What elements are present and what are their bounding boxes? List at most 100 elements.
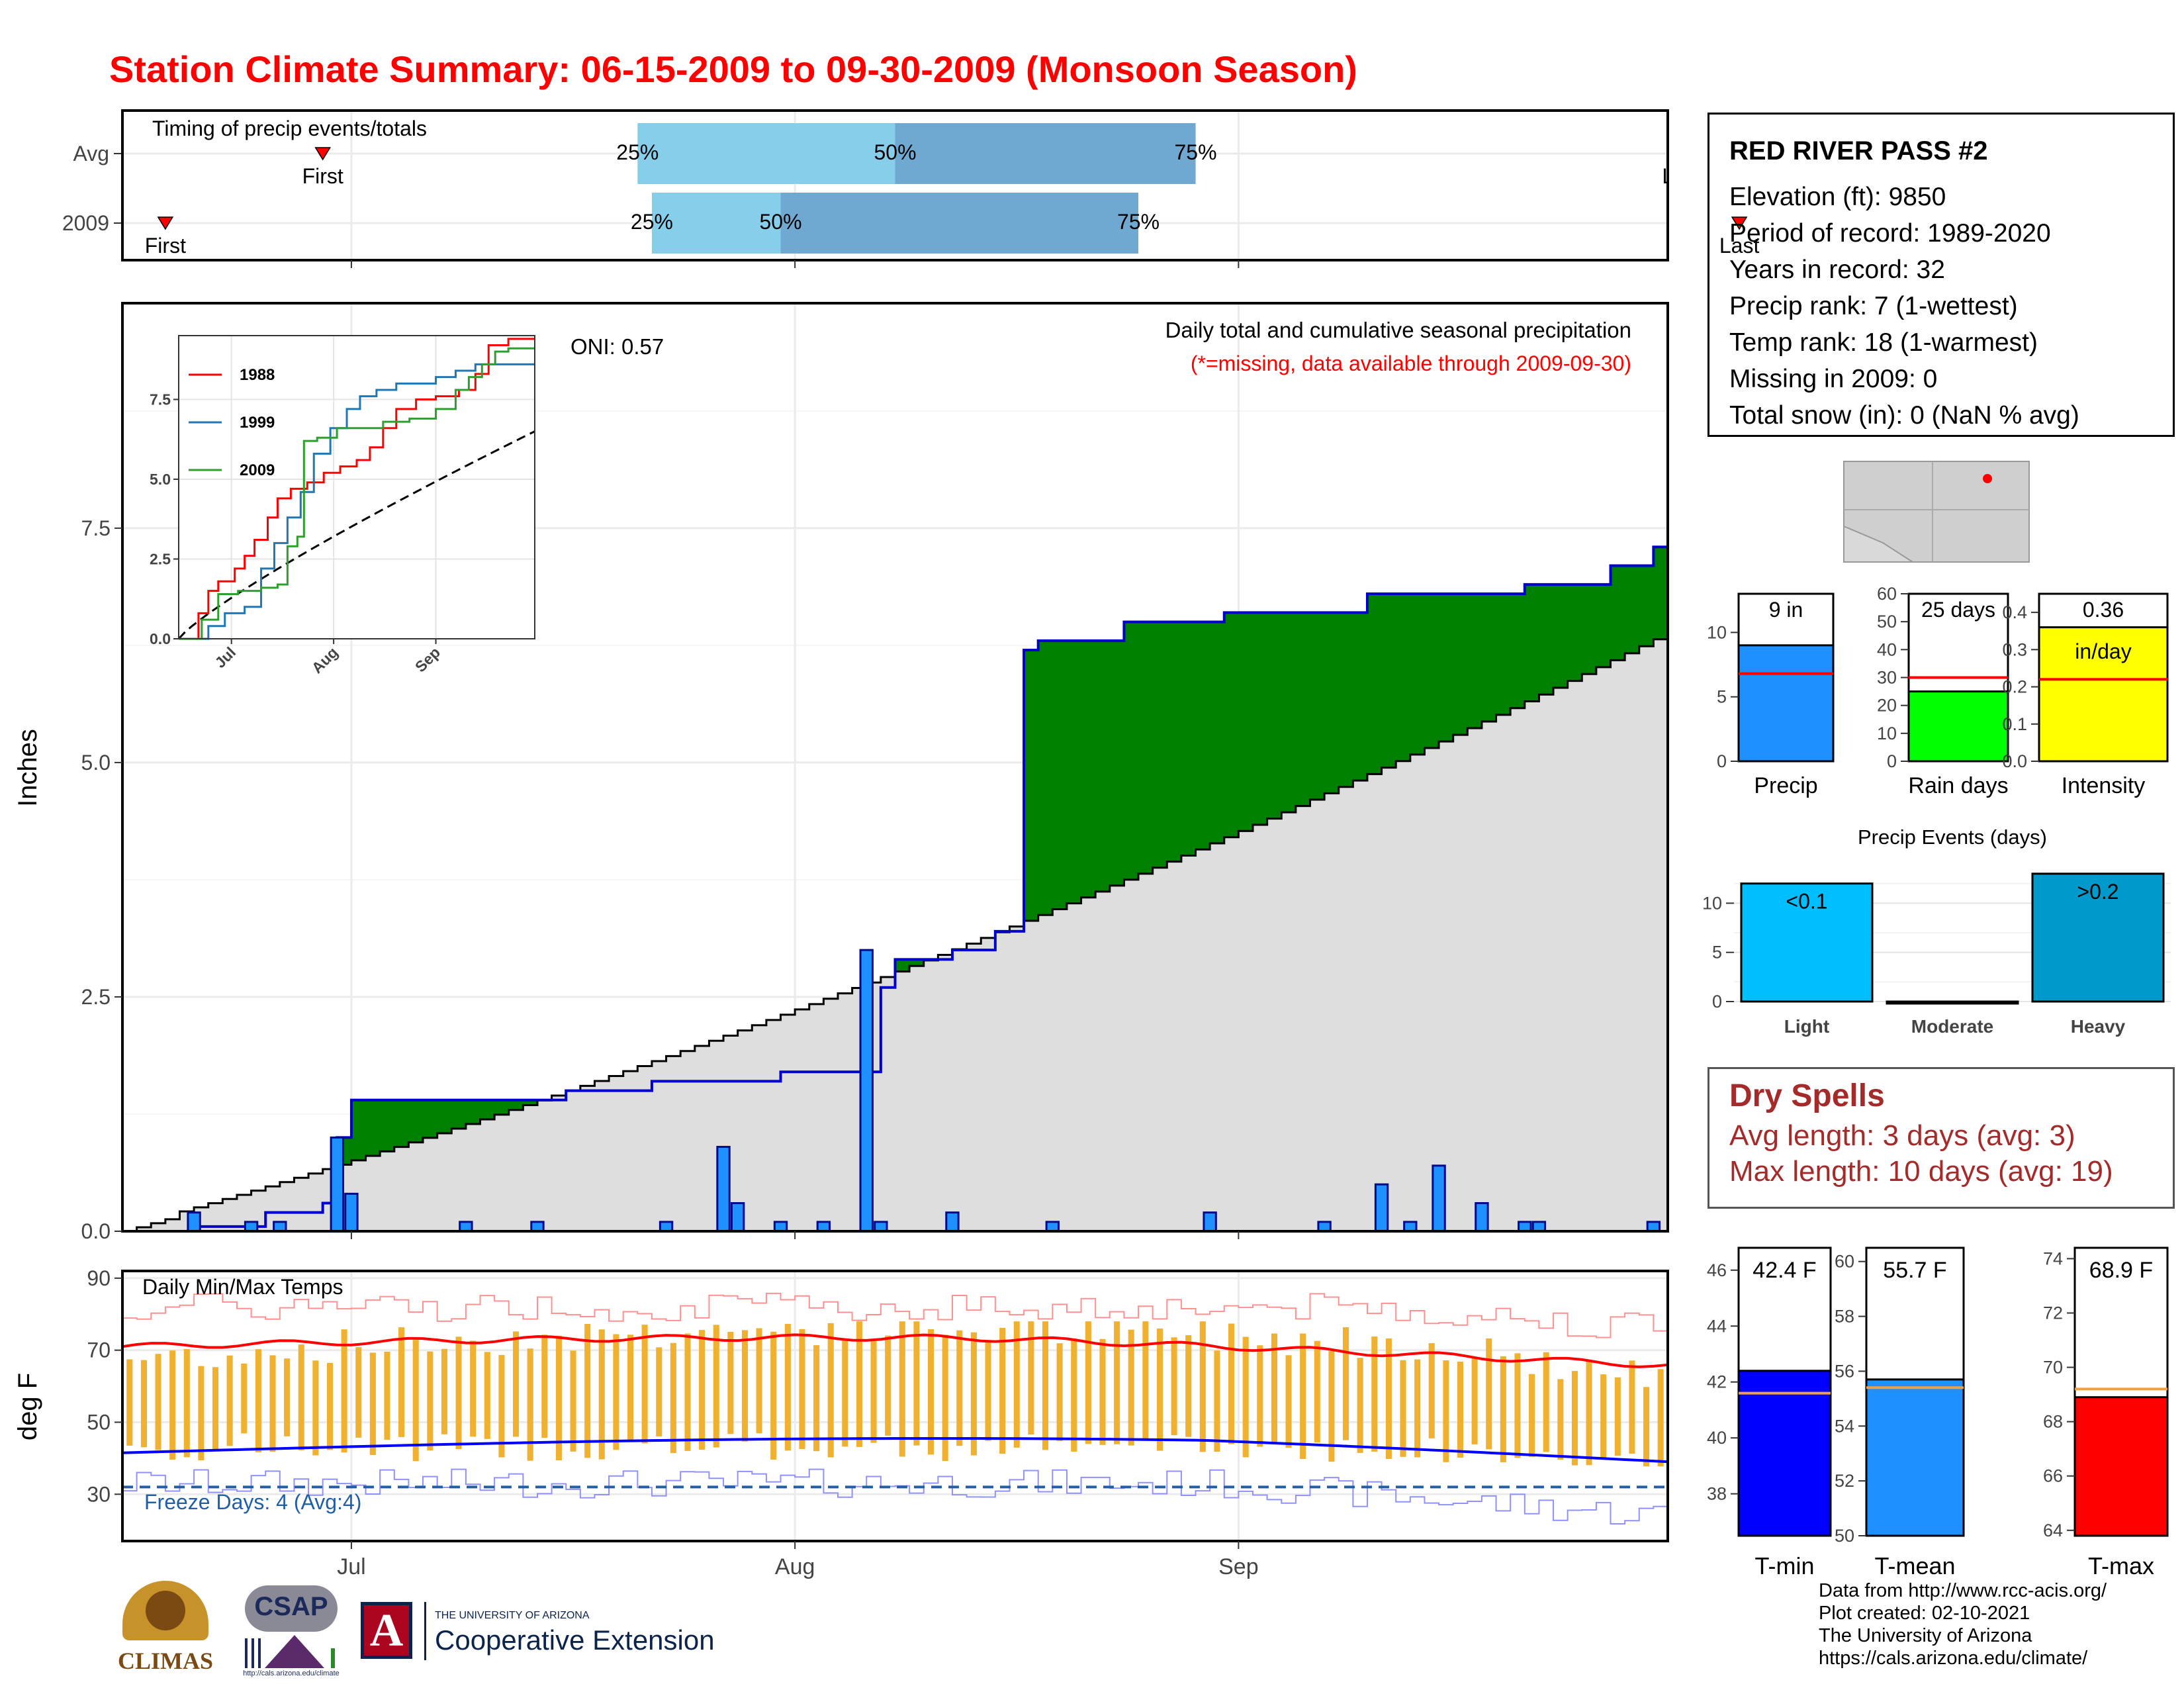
daily-temp-range-bar <box>1471 1356 1478 1444</box>
timing-row-label: Avg <box>73 142 109 165</box>
temp-y-tick-label: 74 <box>2043 1248 2063 1268</box>
timing-p25-label: 25% <box>616 140 659 164</box>
daily-temp-range-bar <box>1600 1374 1607 1460</box>
events-y-tick-label: 10 <box>1702 893 1722 913</box>
freeze-days-label: Freeze Days: 4 (Avg:4) <box>144 1490 361 1514</box>
daily-temp-range-bar <box>942 1335 948 1462</box>
csap-mountain-icon <box>245 1635 335 1668</box>
daily-temp-range-bar <box>913 1321 920 1446</box>
daily-precip-bar <box>945 1211 960 1233</box>
temp-summary-x-label: T-min <box>1755 1552 1815 1579</box>
first-event-label: First <box>302 164 343 188</box>
daily-temp-range-bar <box>1514 1353 1521 1458</box>
daily-temp-range-bar <box>670 1342 676 1454</box>
precip-summary-bar <box>1907 690 2009 763</box>
events-y-tick-label: 5 <box>1712 943 1722 962</box>
station-name: RED RIVER PASS #2 <box>1729 136 1988 165</box>
main-y-tick-label: 0.0 <box>81 1219 111 1243</box>
daily-temp-range-bar <box>928 1329 934 1455</box>
daily-temp-range-bar <box>1242 1336 1249 1458</box>
dry-spells-heading: Dry Spells <box>1729 1078 1885 1113</box>
precip-event-category-label: Heavy <box>2071 1016 2126 1037</box>
precip-summary-y-tick-label: 0.2 <box>2002 677 2027 697</box>
temp-summary-value-label: 42.4 F <box>1752 1258 1816 1283</box>
last-event-label: Last <box>1719 234 1760 258</box>
daily-precip-bar <box>1646 1221 1661 1233</box>
inset-legend-label: 2009 <box>240 461 275 479</box>
timing-50-75-bar <box>895 123 1196 184</box>
daily-precip-bar <box>273 1221 287 1233</box>
daily-temp-range-bar <box>970 1332 977 1456</box>
daily-temp-range-bar <box>1357 1358 1363 1453</box>
ua-small-text: THE UNIVERSITY OF ARIZONA <box>435 1610 590 1621</box>
temperature-chart: 30 50 70 90 Jul Aug Sep Daily Min/Max Temps Free… <box>13 1266 1669 1579</box>
temp-y-tick-label: 40 <box>1707 1428 1727 1448</box>
cumulative-avg-area <box>122 632 1668 1231</box>
temp-y-tick-label: 66 <box>2043 1466 2063 1486</box>
inset-y-tick-label: 7.5 <box>150 391 171 408</box>
temp-panel-border <box>121 1270 1669 1542</box>
credit-url: https://cals.arizona.edu/climate/ <box>1819 1648 2088 1669</box>
daily-temp-range-bar <box>498 1354 505 1458</box>
temp-y-tick-label: 54 <box>1835 1416 1854 1436</box>
precip-events-title: Precip Events (days) <box>1858 825 2047 849</box>
daily-temp-range-bar <box>1328 1351 1335 1462</box>
main-y-tick-label: 2.5 <box>81 985 111 1009</box>
timing-p50-label: 50% <box>874 140 916 164</box>
precip-summary-y-tick-label: 0.3 <box>2002 639 2027 659</box>
daily-precip-bar <box>1518 1221 1532 1233</box>
daily-temp-range-bar <box>899 1321 905 1457</box>
temp-summary-chart: 38 40 42 44 46 42.4 F T-min 50 52 54 56 58 60 55.7 F T… <box>1707 1246 2169 1579</box>
daily-precip-bar <box>1317 1221 1332 1233</box>
inset-series-line-1999 <box>179 363 535 640</box>
inset-y-tick-label: 0.0 <box>150 630 171 647</box>
station-snow: Total snow (in): 0 (NaN % avg) <box>1729 401 2079 430</box>
events-y-tick-label: 0 <box>1712 992 1722 1011</box>
avg-min-temp-line <box>122 1436 1668 1464</box>
daily-temp-range-bar <box>341 1329 347 1453</box>
daily-precip-bar <box>1403 1221 1418 1233</box>
csap-label: CSAP <box>254 1592 328 1621</box>
precip-event-bar <box>2031 872 2165 1003</box>
precip-summary-x-label: Precip <box>1754 773 1817 798</box>
daily-temp-range-bar <box>856 1321 862 1447</box>
daily-temp-range-bar <box>513 1331 520 1437</box>
credit-source: Data from http://www.rcc-acis.org/ <box>1819 1580 2107 1601</box>
dry-spells-box: Dry Spells Avg length: 3 days (avg: 3) M… <box>1707 1067 2175 1209</box>
daily-precip-bar <box>330 1136 344 1233</box>
daily-temp-range-bar <box>1629 1360 1635 1454</box>
first-event-label: First <box>145 234 186 258</box>
first-event-marker <box>157 216 174 230</box>
daily-temp-range-bar <box>541 1335 548 1438</box>
station-years: Years in record: 32 <box>1729 256 1945 284</box>
daily-precip-bar <box>187 1211 201 1233</box>
main-chart-title: Daily total and cumulative seasonal prec… <box>1165 318 1631 342</box>
temp-summary-x-label: T-max <box>2088 1552 2154 1579</box>
daily-temp-range-bar <box>1199 1321 1206 1452</box>
precip-events-chart: <0.1 Light Moderate >0.2 Heavy 0 5 10 Precip Eve… <box>1702 825 2171 1037</box>
precip-summary-y-tick-label: 60 <box>1877 584 1897 604</box>
daily-temp-range-bar <box>1214 1350 1220 1452</box>
daily-temp-range-bar <box>527 1348 533 1461</box>
temp-bar <box>1865 1378 1965 1537</box>
daily-temp-range-bar <box>427 1351 433 1451</box>
inset-legend-label: 1999 <box>240 414 275 432</box>
daily-temp-range-bar <box>885 1335 891 1436</box>
daily-precip-bar <box>716 1146 731 1233</box>
temp-y-tick-label: 60 <box>1835 1252 1854 1272</box>
daily-temp-range-bar <box>598 1329 605 1460</box>
daily-temp-range-bar <box>799 1329 805 1449</box>
precip-summary-y-tick-label: 10 <box>1707 622 1727 642</box>
daily-temp-range-bar <box>298 1344 304 1450</box>
daily-temp-range-bar <box>1128 1329 1134 1446</box>
precip-event-bar-label: <0.1 <box>1786 890 1827 914</box>
daily-temp-range-bar <box>1156 1328 1163 1451</box>
daily-temp-range-bar <box>613 1334 619 1450</box>
precip-summary-y-tick-label: 0 <box>1887 751 1897 771</box>
daily-temp-range-bar <box>1071 1338 1077 1452</box>
last-event-marker <box>1731 216 1748 230</box>
daily-temp-range-bar <box>842 1339 848 1447</box>
daily-temp-range-bar <box>1443 1360 1449 1462</box>
daily-temp-range-bar <box>1343 1327 1349 1440</box>
